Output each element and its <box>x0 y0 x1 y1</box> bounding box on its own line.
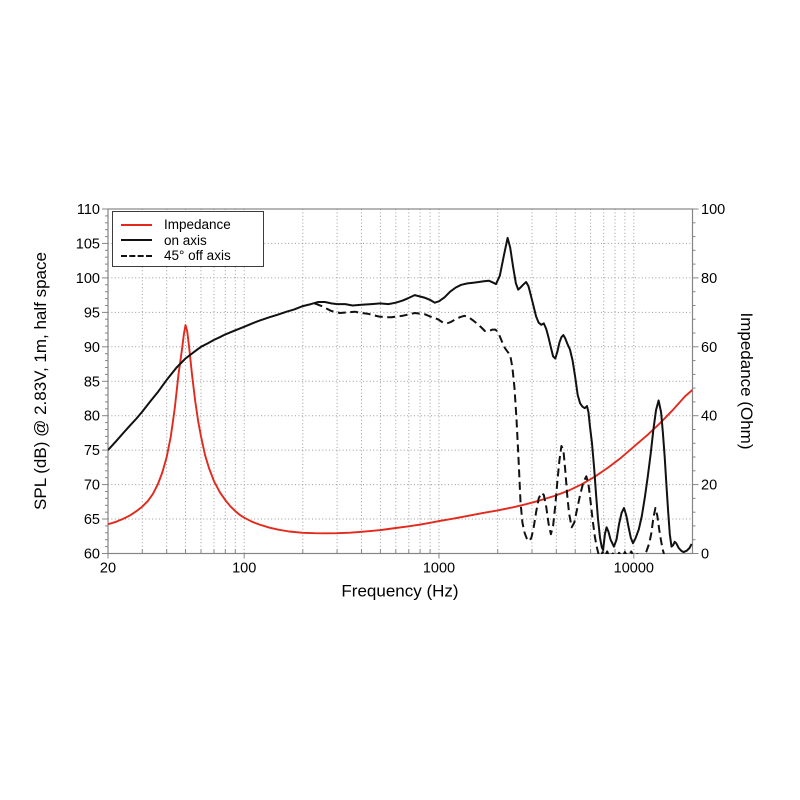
y-right-axis-title: Impedance (Ohm) <box>737 313 756 450</box>
y-left-tick-label: 105 <box>76 236 100 252</box>
on-axis-line-sample <box>121 239 152 242</box>
y-left-tick-label: 110 <box>77 202 100 218</box>
legend-item-impedance: Impedance <box>121 217 263 233</box>
y-left-tick-label: 95 <box>84 305 100 321</box>
legend-label-impedance: Impedance <box>164 217 231 233</box>
y-left-tick-label: 100 <box>76 271 100 287</box>
legend-item-off-axis: 45° off axis <box>121 248 263 264</box>
y-left-tick-label: 70 <box>84 478 100 494</box>
y-right-tick-label: 80 <box>701 271 717 287</box>
axis-tick-labels: 60 65 70 75 80 85 90 95 100 105 110 0 20 40 60 80 100 20 1… <box>76 202 725 577</box>
curves <box>108 236 693 554</box>
y-right-tick-label: 20 <box>701 478 717 494</box>
x-tick-label: 1000 <box>423 561 455 577</box>
y-right-tick-label: 40 <box>701 409 717 425</box>
y-left-tick-label: 85 <box>84 374 100 390</box>
legend-label-on-axis: on axis <box>164 232 207 248</box>
on-axis-curve <box>108 236 693 554</box>
off-axis-curve <box>314 302 665 554</box>
impedance-line-sample <box>121 223 152 226</box>
y-left-tick-label: 80 <box>84 409 100 425</box>
impedance-curve <box>108 324 693 535</box>
y-left-axis-title: SPL (dB) @ 2.83V, 1m, half space <box>31 252 50 510</box>
y-left-tick-label: 65 <box>84 512 100 528</box>
y-right-tick-label: 60 <box>701 340 717 356</box>
y-right-tick-label: 0 <box>701 547 709 563</box>
x-tick-label: 100 <box>232 561 256 577</box>
x-axis-title: Frequency (Hz) <box>341 582 458 601</box>
x-tick-label: 10000 <box>614 561 654 577</box>
y-left-tick-label: 60 <box>84 547 100 563</box>
y-left-tick-label: 90 <box>84 340 100 356</box>
y-left-tick-label: 75 <box>84 443 100 459</box>
legend-item-on-axis: on axis <box>121 233 263 249</box>
legend-label-off-axis: 45° off axis <box>164 248 231 264</box>
plot-frame <box>107 208 694 555</box>
off-axis-line-sample <box>121 254 152 257</box>
x-tick-label: 20 <box>100 561 116 577</box>
legend: Impedance on axis 45° off axis <box>112 211 264 267</box>
y-right-tick-label: 100 <box>701 202 725 218</box>
